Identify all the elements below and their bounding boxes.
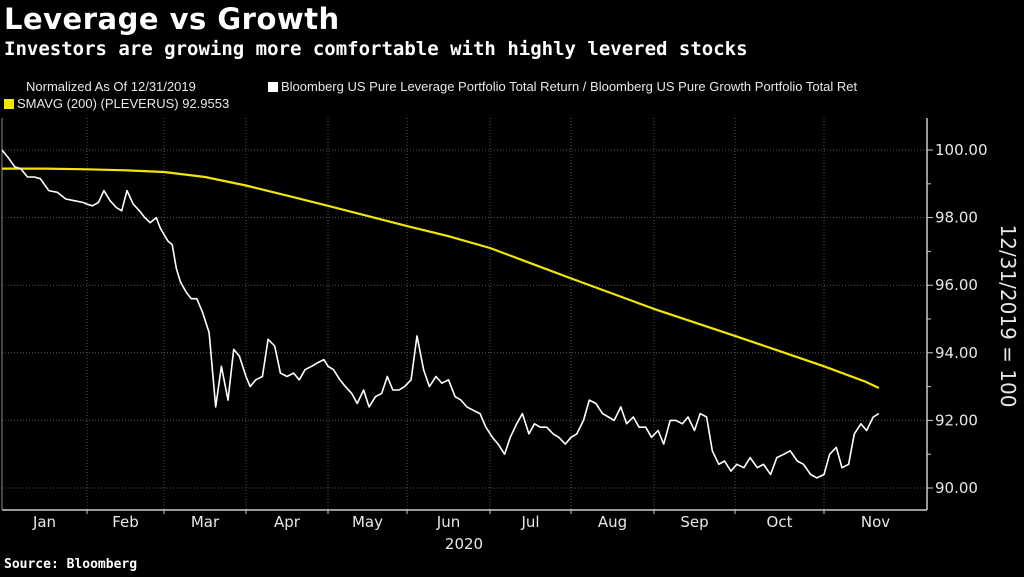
legend-item-smavg: SMAVG (200) (PLEVERUS) 92.9553 <box>4 96 229 111</box>
y-tick-label: 96.00 <box>935 276 978 294</box>
x-tick-label: Feb <box>112 513 139 531</box>
legend-label-smavg: SMAVG (200) (PLEVERUS) 92.9553 <box>17 96 230 111</box>
x-tick-label: Jul <box>520 513 539 531</box>
x-tick-labels: Jan Feb Mar Apr May Jun Jul Aug Sep Oct Nov <box>32 513 890 531</box>
x-tick-label: Aug <box>598 513 627 531</box>
x-tick-label: Sep <box>680 513 708 531</box>
axes <box>1 118 933 514</box>
legend-swatch-white <box>268 82 278 92</box>
y-tick-labels: 100.00 98.00 96.00 94.00 92.00 90.00 <box>935 141 988 497</box>
series-line-leverage-growth-ratio <box>1 149 880 479</box>
x-year-label: 2020 <box>445 535 483 553</box>
x-tick-label: May <box>352 513 383 531</box>
legend-swatch-yellow <box>4 99 14 109</box>
x-tick-label: Jun <box>436 513 460 531</box>
y-tick-label: 90.00 <box>935 479 978 497</box>
y-tick-label: 94.00 <box>935 344 978 362</box>
x-tick-label: Oct <box>767 513 793 531</box>
series-lines <box>1 149 880 479</box>
x-tick-label: Jan <box>32 513 56 531</box>
series-line-smavg-200 <box>2 167 880 389</box>
normalized-note: Normalized As Of 12/31/2019 <box>26 79 196 94</box>
x-tick-label: Mar <box>191 513 220 531</box>
legend-label-ratio: Bloomberg US Pure Leverage Portfolio Tot… <box>281 79 858 94</box>
y-axis-label: 12/31/2019 = 100 <box>996 225 1020 408</box>
gridlines <box>2 118 927 510</box>
x-tick-label: Apr <box>274 513 301 531</box>
y-tick-label: 100.00 <box>935 141 988 159</box>
x-tick-label: Nov <box>861 513 890 531</box>
legend-item-ratio: Bloomberg US Pure Leverage Portfolio Tot… <box>268 79 857 94</box>
chart-subtitle: Investors are growing more comfortable w… <box>4 38 748 60</box>
source-note: Source: Bloomberg <box>4 557 138 572</box>
y-tick-label: 98.00 <box>935 209 978 227</box>
y-tick-label: 92.00 <box>935 411 978 429</box>
chart-title: Leverage vs Growth <box>4 2 340 36</box>
